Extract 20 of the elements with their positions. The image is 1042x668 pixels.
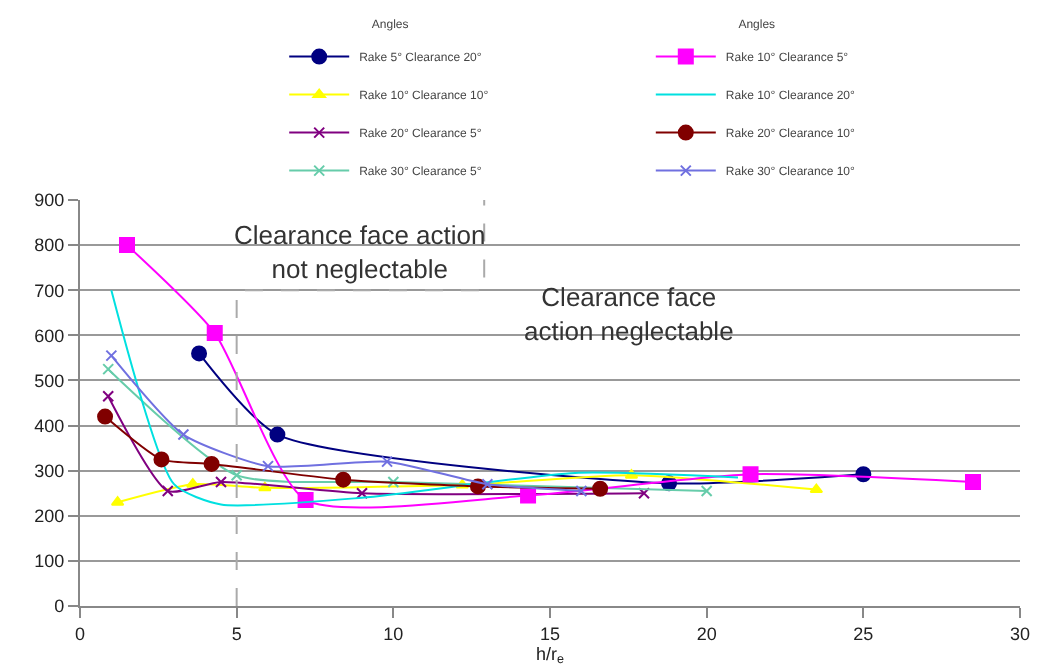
x-axis-title: h/r$_{e}$	[535, 643, 565, 668]
y-tick-label: 400	[34, 415, 65, 436]
x-tick-label: 10	[383, 623, 404, 644]
y-tick-label: 200	[34, 506, 65, 527]
x-tick-label: 5	[231, 623, 242, 644]
y-tick-label: 300	[34, 460, 65, 481]
y-tick-label: 700	[34, 280, 65, 301]
y-tick-label: 800	[34, 235, 65, 256]
annotation: Clearance face action not neglectable	[234, 220, 486, 284]
x-tick-label: 15	[539, 623, 561, 644]
y-tick-label: 100	[34, 551, 65, 572]
x-tick-label: 30	[1009, 623, 1031, 644]
y-tick-label: 500	[34, 370, 65, 391]
y-tick-label: 0	[54, 596, 65, 617]
annotation: Clearance face action neglectable	[524, 282, 734, 346]
x-tick-label: 25	[853, 623, 874, 644]
y-tick-label: 900	[34, 190, 65, 211]
x-tick-label: 20	[696, 623, 717, 644]
x-tick-label: 0	[74, 623, 86, 644]
y-tick-label: 600	[34, 325, 65, 346]
